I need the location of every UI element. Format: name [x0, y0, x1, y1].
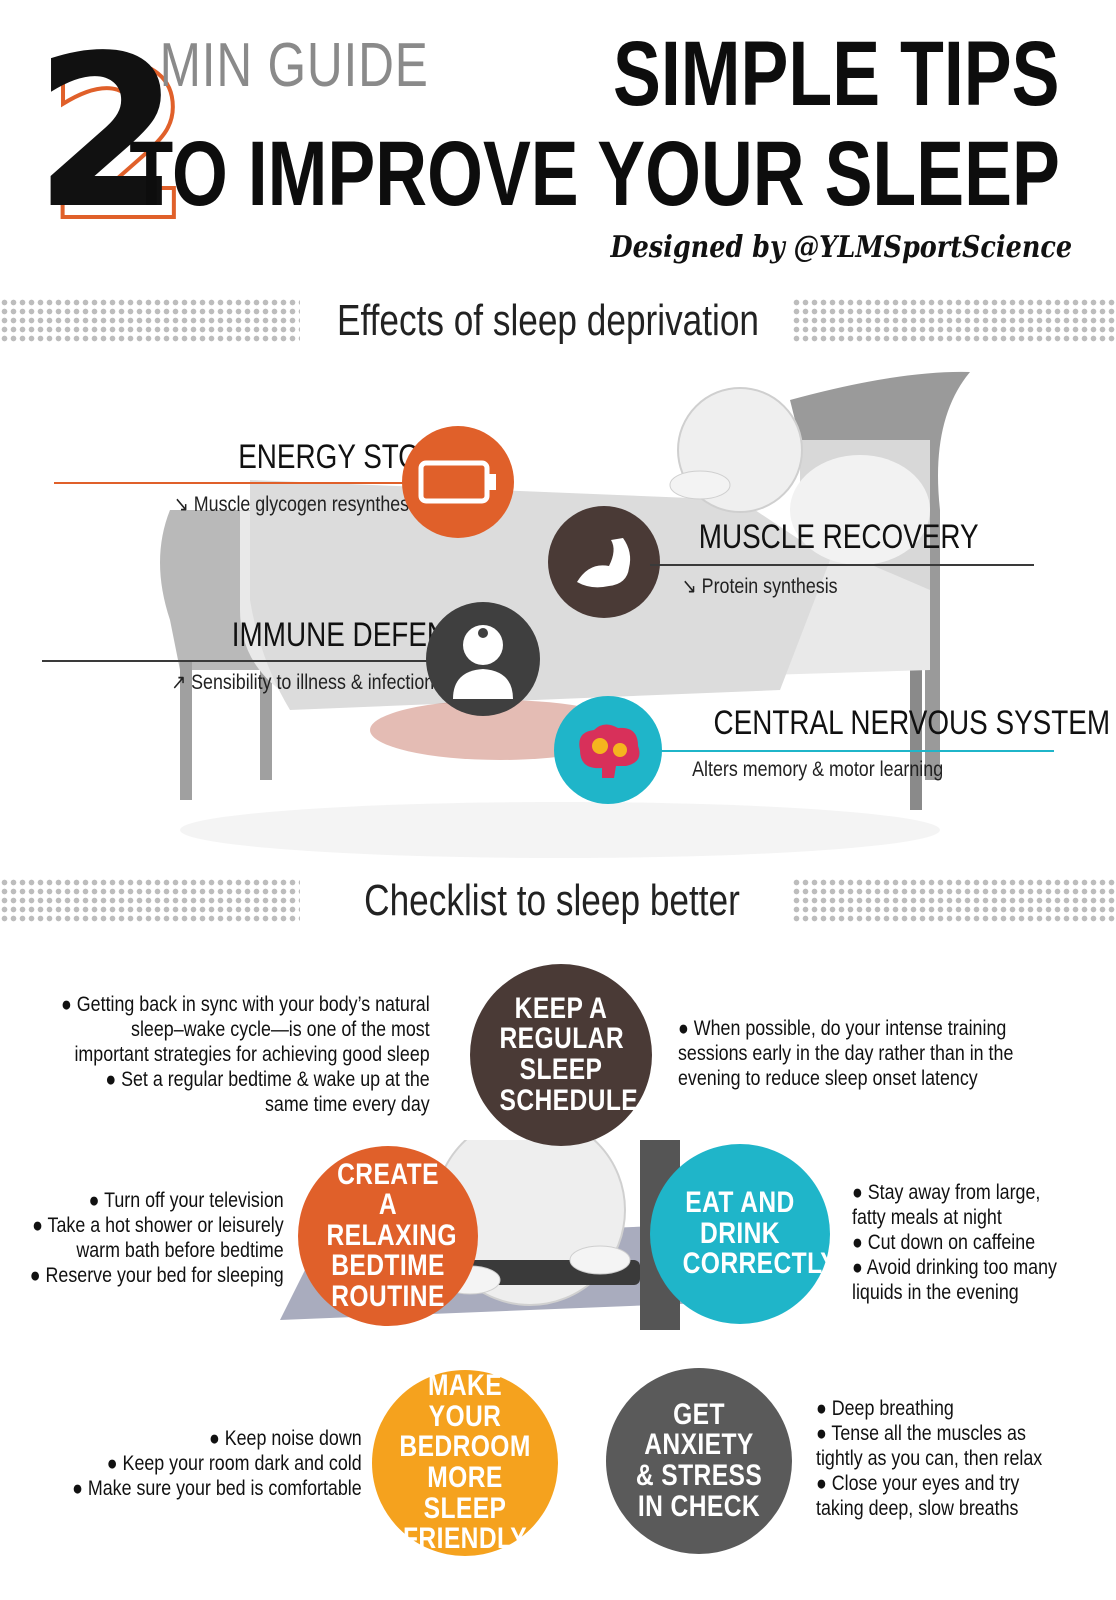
number-two-outline: 2: [44, 22, 194, 267]
muscle-arm-icon: [577, 538, 631, 588]
tip-line: taking deep, slow breaths: [816, 1497, 1019, 1520]
tip-label-anxiety: GET ANXIETY & STRESS IN CHECK: [635, 1397, 763, 1523]
number-two: 2: [34, 10, 180, 255]
effect-detail-muscle: ↘ Protein synthesis: [681, 575, 838, 598]
dotted-divider-left-2: [0, 878, 300, 924]
effect-detail-immune: ↗ Sensibility to illness & infection: [171, 671, 435, 694]
tip-label-bedtime-routine: CREATE A RELAXING BEDTIME ROUTINE: [326, 1157, 457, 1313]
tip-line: ● Getting back in sync with your body’s …: [61, 993, 430, 1016]
tip-line: liquids in the evening: [852, 1281, 1019, 1304]
tip-line: fatty meals at night: [852, 1206, 1002, 1229]
tips-eat-drink: ● Stay away from large, fatty meals at n…: [852, 1180, 1093, 1305]
dotted-divider-right-2: [792, 878, 1116, 924]
tip-line: sleep–wake cycle—is one of the most: [131, 1018, 430, 1041]
effect-line-muscle: [650, 564, 1034, 566]
dotted-divider-right: [792, 298, 1116, 344]
tip-line: important strategies for achieving good …: [74, 1043, 430, 1066]
immune-icon-circle: [426, 602, 540, 716]
effects-section-title: Effects of sleep deprivation: [336, 296, 759, 345]
tip-circle-eat-drink: EAT AND DRINK CORRECTLY: [650, 1144, 838, 1324]
muscle-icon-circle: [548, 506, 660, 618]
effect-detail-cns: Alters memory & motor learning: [692, 758, 944, 781]
tips-bedroom: ● Keep noise down ● Keep your room dark …: [21, 1426, 362, 1501]
tip-line: ● Cut down on caffeine: [852, 1231, 1036, 1254]
tip-line: warm bath before bedtime: [76, 1239, 284, 1262]
designed-by-credit: Designed by @YLMSportScience: [610, 230, 1072, 265]
doctor-icon: [453, 625, 513, 699]
tip-line: ● Reserve your bed for sleeping: [30, 1264, 284, 1287]
tip-line: ● When possible, do your intense trainin…: [678, 1017, 1007, 1040]
tip-line: tightly as you can, then relax: [816, 1447, 1043, 1470]
energy-icon-circle: [402, 426, 514, 538]
tip-circle-regular-schedule: KEEP A REGULAR SLEEP SCHEDULE: [470, 964, 652, 1146]
effect-heading-muscle: MUSCLE RECOVERY: [698, 518, 979, 556]
page-title-line1: SIMPLE TIPS: [613, 23, 1060, 125]
tip-line: ● Turn off your television: [88, 1189, 284, 1212]
tip-line: ● Close your eyes and try: [816, 1472, 1020, 1495]
tips-anxiety: ● Deep breathing ● Tense all the muscles…: [816, 1396, 1082, 1521]
tip-label-eat-drink: EAT AND DRINK CORRECTLY: [682, 1186, 838, 1281]
brain-gears-icon: [579, 724, 640, 778]
tip-line: same time every day: [265, 1093, 430, 1116]
tip-line: ● Keep your room dark and cold: [107, 1452, 362, 1475]
tip-line: ● Set a regular bedtime & wake up at the: [105, 1068, 430, 1091]
tip-line: ● Take a hot shower or leisurely: [32, 1214, 284, 1237]
effect-line-energy: [54, 482, 434, 484]
tip-line: evening to reduce sleep onset latency: [678, 1067, 978, 1090]
checklist-section-title: Checklist to sleep better: [364, 876, 740, 925]
tip-label-bedroom: MAKE YOUR BEDROOM MORE SLEEP FRIENDLY: [399, 1369, 531, 1556]
tip-line: ● Keep noise down: [209, 1427, 362, 1450]
tip-circle-bedroom: MAKE YOUR BEDROOM MORE SLEEP FRIENDLY: [372, 1370, 558, 1556]
tip-line: sessions early in the day rather than in…: [678, 1042, 1014, 1065]
tip-line: ● Deep breathing: [816, 1397, 954, 1420]
cns-icon-circle: [554, 696, 662, 804]
tips-regular-schedule-right: ● When possible, do your intense trainin…: [678, 1016, 1073, 1091]
effect-heading-cns: CENTRAL NERVOUS SYSTEM: [713, 704, 1111, 742]
tip-line: ● Make sure your bed is comfortable: [72, 1477, 362, 1500]
tip-label-regular-schedule: KEEP A REGULAR SLEEP SCHEDULE: [499, 991, 639, 1117]
tip-circle-anxiety: GET ANXIETY & STRESS IN CHECK: [606, 1368, 792, 1554]
tip-line: ● Tense all the muscles as: [816, 1422, 1026, 1445]
effect-detail-energy: ↘ Muscle glycogen resynthesis: [173, 493, 422, 516]
min-guide-label: MIN GUIDE: [159, 31, 429, 100]
page-title-line2: TO IMPROVE YOUR SLEEP: [129, 123, 1060, 225]
battery-icon: [418, 460, 496, 504]
tip-line: ● Avoid drinking too many: [852, 1256, 1057, 1279]
tip-line: ● Stay away from large,: [852, 1181, 1041, 1204]
dotted-divider-left: [0, 298, 300, 344]
tips-bedtime-routine: ● Turn off your television ● Take a hot …: [0, 1188, 284, 1288]
tips-regular-schedule-left: ● Getting back in sync with your body’s …: [0, 992, 430, 1117]
effect-line-cns: [660, 750, 1054, 752]
tip-circle-bedtime-routine: CREATE A RELAXING BEDTIME ROUTINE: [298, 1146, 478, 1326]
effect-line-immune: [42, 660, 442, 662]
